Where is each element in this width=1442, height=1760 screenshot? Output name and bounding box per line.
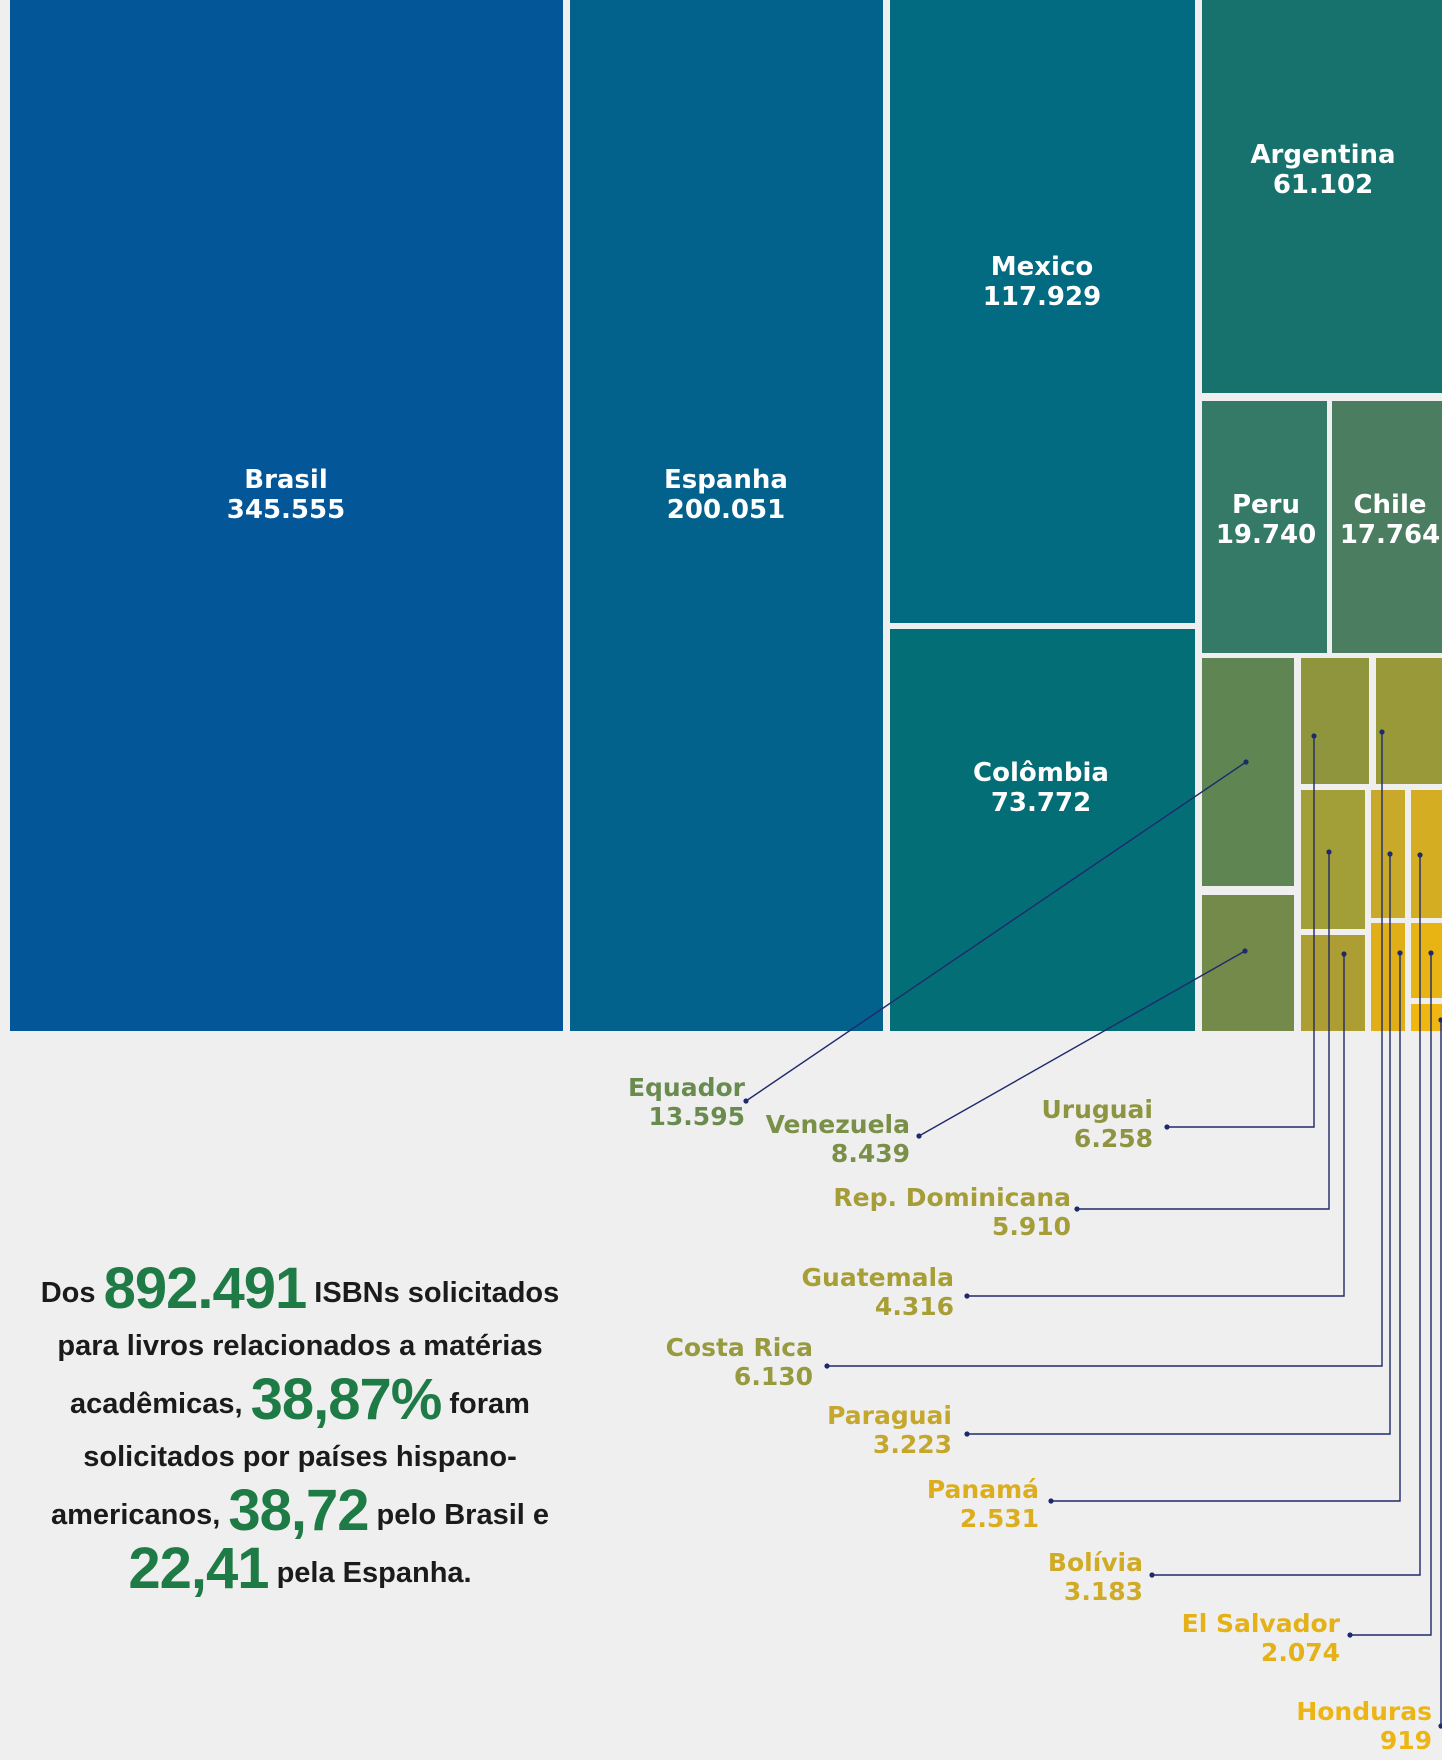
leader-end-dot-el-salvador: [1347, 1632, 1353, 1638]
hispanic-share-highlight: 38,87%: [250, 1367, 443, 1432]
leader-line-costa-rica: [827, 732, 1383, 1367]
tile-peru: [1202, 401, 1327, 653]
leader-end-dot-bolivia: [1149, 1572, 1155, 1578]
brasil-share-highlight: 38,72: [228, 1478, 369, 1543]
tile-label-layer: Brasil 345.555 Espanha 200.051 Mexico 117.929…: [227, 140, 1440, 818]
leader-dot-paraguai: [1387, 851, 1393, 857]
leader-dot-panama: [1397, 950, 1403, 956]
summary-part: pela Espanha.: [268, 1557, 472, 1589]
tile-label-mexico: Mexico 117.929: [983, 252, 1101, 312]
tile-label-colombia: Colômbia 73.772: [973, 758, 1109, 818]
leader-end-dot-panama: [1048, 1498, 1054, 1504]
leader-dot-bolivia: [1417, 852, 1423, 858]
tile-costa-rica: [1376, 658, 1442, 784]
leader-dot-equador: [1243, 759, 1249, 765]
external-label-guatemala: Guatemala 4.316: [802, 1263, 954, 1321]
summary-part: pelo Brasil e: [368, 1499, 549, 1531]
tile-venezuela: [1202, 895, 1294, 1031]
leader-line-equador: [745, 761, 1247, 1102]
tile-bolivia: [1411, 790, 1442, 918]
tile-label-chile: Chile 17.764: [1340, 490, 1440, 550]
total-isbn-highlight: 892.491: [103, 1256, 308, 1321]
tile-label-brasil: Brasil 345.555: [227, 465, 345, 525]
external-label-el-salvador: El Salvador 2.074: [1182, 1609, 1341, 1667]
tile-honduras: [1411, 1004, 1442, 1031]
leader-dot-costa-rica: [1379, 729, 1385, 735]
leader-end-dot-paraguai: [964, 1431, 970, 1437]
tile-colombia: [890, 629, 1195, 1031]
tile-espanha: [570, 0, 883, 1031]
leader-line-guatemala: [967, 954, 1345, 1297]
espanha-share-highlight: 22,41: [128, 1536, 269, 1601]
external-label-paraguai: Paraguai 3.223: [827, 1401, 952, 1459]
external-label-rep-dominicana: Rep. Dominicana 5.910: [833, 1183, 1071, 1241]
summary-part: foram solicitados por países hispano-ame…: [51, 1388, 530, 1531]
leader-dot-honduras: [1438, 1017, 1442, 1023]
leader-dot-uruguai: [1311, 733, 1317, 739]
external-label-bolivia: Bolívia 3.183: [1048, 1548, 1143, 1606]
tile-label-peru: Peru 19.740: [1216, 490, 1316, 550]
leader-end-dot-equador: [743, 1098, 749, 1104]
external-label-costa-rica: Costa Rica 6.130: [666, 1333, 813, 1391]
leader-line-rep-dominicana: [1077, 852, 1330, 1210]
leader-end-dot-costa-rica: [824, 1363, 830, 1369]
leader-line-panama: [1051, 953, 1401, 1502]
summary-part: ISBNs solicitados para livros relacionad…: [57, 1277, 560, 1420]
leader-line-venezuela: [918, 950, 1246, 1137]
external-label-venezuela: Venezuela 8.439: [766, 1110, 910, 1168]
leader-line-uruguai: [1167, 736, 1315, 1128]
tile-guatemala: [1301, 935, 1365, 1031]
tile-equador: [1202, 658, 1294, 886]
leader-line-el-salvador: [1350, 953, 1432, 1636]
tile-argentina: [1202, 0, 1442, 393]
external-label-layer: Equador 13.595 Venezuela 8.439 Uruguai 6.258 R…: [628, 729, 1442, 1755]
tile-layer: [10, 0, 1442, 1031]
leader-line-bolivia: [1152, 855, 1421, 1576]
leader-dot-guatemala: [1341, 951, 1347, 957]
tile-uruguai: [1301, 658, 1369, 784]
tile-label-argentina: Argentina 61.102: [1250, 140, 1395, 200]
leader-end-dot-guatemala: [964, 1293, 970, 1299]
tile-rep-dominicana: [1301, 790, 1365, 929]
leader-dot-venezuela: [1242, 948, 1248, 954]
leader-end-dot-venezuela: [916, 1133, 922, 1139]
external-label-panama: Panamá 2.531: [927, 1475, 1039, 1533]
leader-line-paraguai: [967, 854, 1391, 1435]
summary-part: Dos: [40, 1277, 104, 1309]
external-label-equador: Equador 13.595: [628, 1073, 746, 1131]
tile-brasil: [10, 0, 563, 1031]
summary-text: Dos 892.491 ISBNs solicitados para livro…: [20, 1260, 580, 1601]
leader-dot-rep-dominicana: [1326, 849, 1332, 855]
leader-end-dot-honduras: [1438, 1723, 1442, 1729]
external-label-honduras: Honduras 919: [1296, 1697, 1432, 1755]
tile-label-espanha: Espanha 200.051: [664, 465, 788, 525]
leader-end-dot-uruguai: [1164, 1124, 1170, 1130]
tile-el-salvador: [1411, 923, 1442, 998]
tile-mexico: [890, 0, 1195, 623]
external-label-uruguai: Uruguai 6.258: [1041, 1095, 1153, 1153]
tile-chile: [1332, 401, 1442, 653]
leader-end-dot-rep-dominicana: [1074, 1206, 1080, 1212]
leader-dot-el-salvador: [1428, 950, 1434, 956]
